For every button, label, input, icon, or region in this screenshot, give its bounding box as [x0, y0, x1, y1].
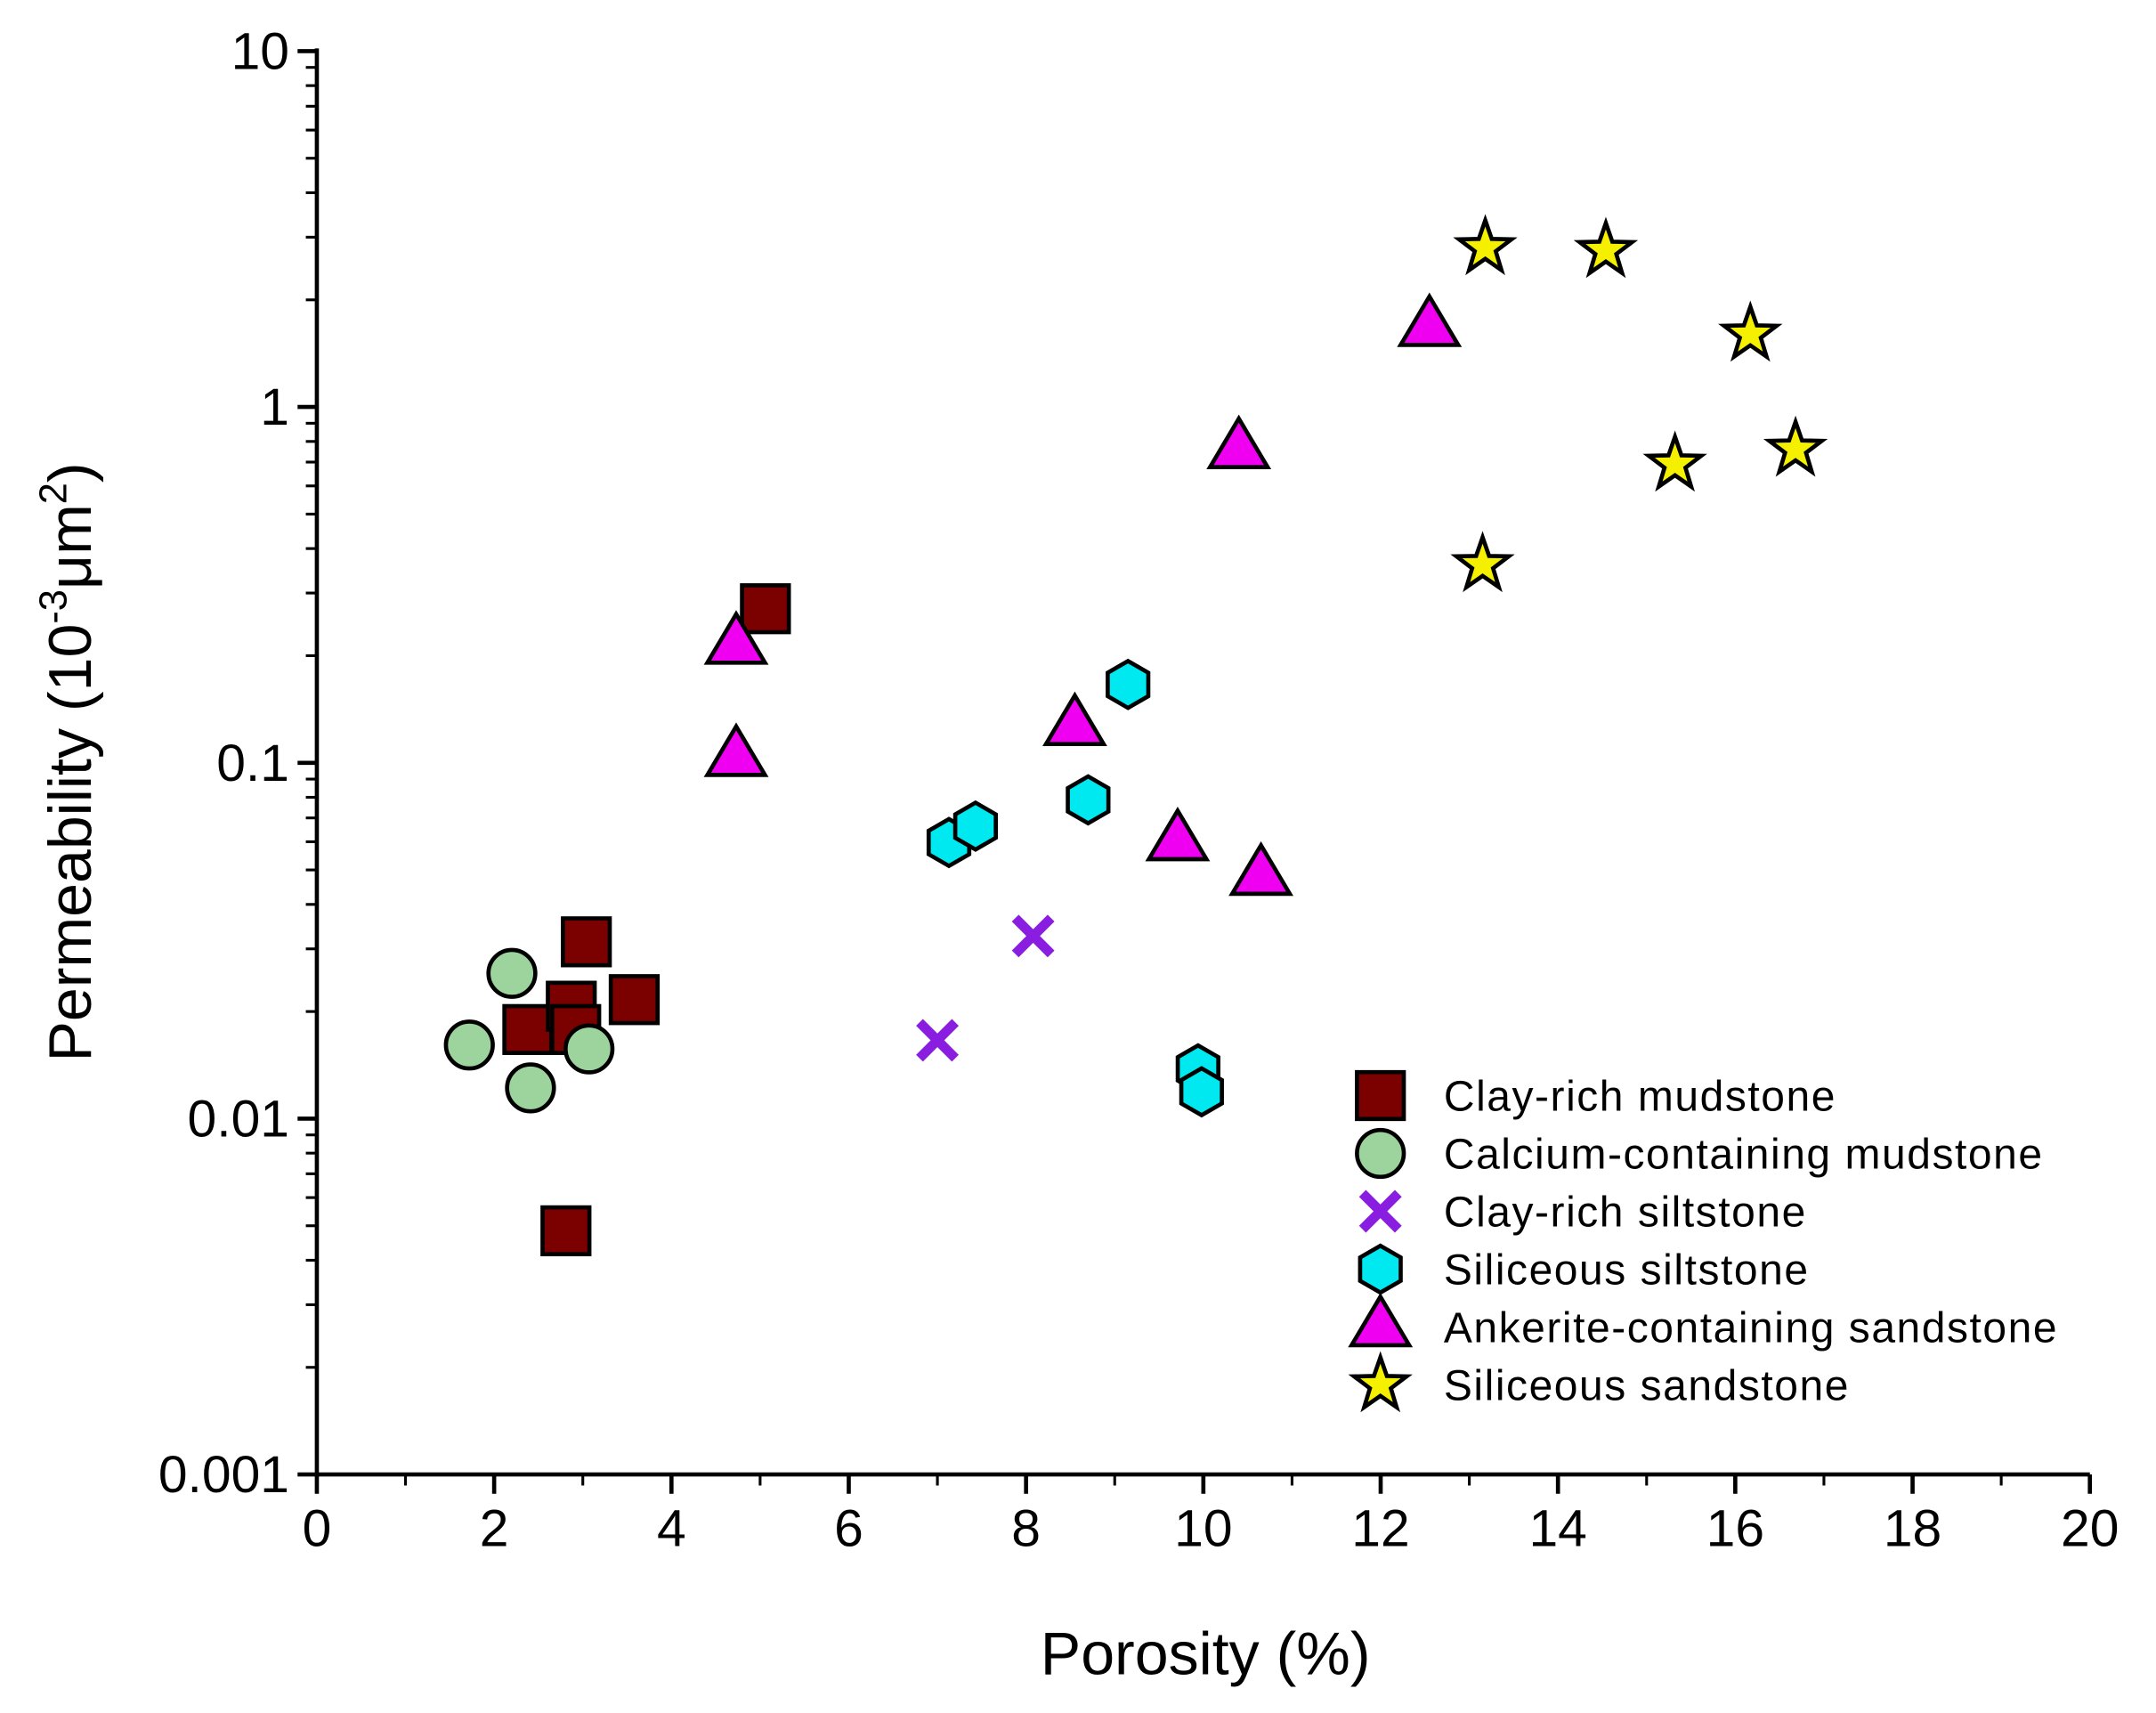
data-point-ankerite-containing-sandstone [1206, 414, 1272, 470]
y-tick-label: 0.01 [188, 1091, 289, 1149]
data-point-ankerite-containing-sandstone [1228, 840, 1293, 897]
series-ankerite-containing-sandstone [703, 292, 1463, 897]
data-point-siliceous-siltstone [1179, 1066, 1224, 1118]
data-point-siliceous-sandstone [1453, 214, 1518, 276]
data-point-siliceous-siltstone [952, 800, 998, 852]
legend-label-calcium-containing-mudstone: Calcium-containing mudstone [1444, 1132, 2044, 1179]
x-tick-label: 14 [1528, 1500, 1586, 1558]
y-tick-label: 0.1 [216, 735, 289, 792]
legend-label-siliceous-siltstone: Siliceous siltstone [1444, 1247, 1810, 1295]
x-tick-label: 4 [657, 1500, 686, 1558]
legend-marker-clay-rich-siltstone [1358, 1189, 1402, 1233]
data-point-ankerite-containing-sandstone [1042, 691, 1107, 747]
series-calcium-containing-mudstone [443, 947, 615, 1114]
legend-marker-calcium-containing-mudstone [1355, 1127, 1406, 1180]
x-tick-label: 20 [2061, 1500, 2119, 1558]
data-point-siliceous-sandstone [1450, 531, 1515, 593]
data-point-clay-rich-mudstone [561, 916, 612, 968]
x-tick-label: 0 [303, 1500, 332, 1558]
data-point-siliceous-sandstone [1642, 430, 1707, 492]
data-point-clay-rich-mudstone [540, 1205, 592, 1257]
data-point-clay-rich-siltstone [1011, 914, 1055, 958]
data-point-calcium-containing-mudstone [486, 947, 538, 999]
data-point-calcium-containing-mudstone [505, 1062, 556, 1114]
x-tick-label: 12 [1351, 1500, 1409, 1558]
x-stroke [1011, 914, 1055, 958]
data-point-clay-rich-siltstone [916, 1019, 960, 1062]
data-point-siliceous-sandstone [1763, 415, 1828, 477]
x-stroke [1358, 1189, 1402, 1233]
legend-marker-ankerite-containing-sandstone [1348, 1292, 1414, 1348]
x-stroke [916, 1019, 960, 1062]
data-point-siliceous-siltstone [1106, 658, 1151, 710]
series-clay-rich-mudstone [502, 583, 791, 1257]
y-tick-label: 1 [260, 378, 289, 436]
ticks: 0 2 4 6 8 10 12 14 16 18 20 0.001 0.01 0.1 1 10 [158, 23, 2120, 1558]
series-siliceous-siltstone [926, 658, 1224, 1118]
x-tick-label: 8 [1011, 1500, 1041, 1558]
data-point-clay-rich-mudstone [502, 1003, 554, 1055]
y-tick-label: 0.001 [158, 1446, 289, 1504]
legend-label-clay-rich-mudstone: Clay-rich mudstone [1444, 1074, 1836, 1121]
data-point-ankerite-containing-sandstone [703, 610, 769, 665]
data-point-clay-rich-mudstone [608, 974, 661, 1026]
x-axis-label: Porosity (%) [1041, 1620, 1371, 1688]
axes [314, 48, 2090, 1477]
x-tick-label: 16 [1706, 1500, 1764, 1558]
data-point-calcium-containing-mudstone [563, 1023, 615, 1075]
data-point-ankerite-containing-sandstone [703, 722, 769, 777]
legend-label-siliceous-sandstone: Siliceous sandstone [1444, 1363, 1850, 1410]
y-axis-label: Permeability (10-3μm2) [32, 462, 104, 1061]
x-tick-label: 6 [834, 1500, 863, 1558]
legend-marker-siliceous-sandstone [1348, 1351, 1413, 1413]
data-point-calcium-containing-mudstone [443, 1019, 495, 1071]
y-tick-label: 10 [231, 23, 289, 81]
data-point-siliceous-sandstone [1573, 216, 1639, 279]
x-tick-label: 18 [1884, 1500, 1941, 1558]
data-point-ankerite-containing-sandstone [1145, 806, 1211, 862]
data-point-siliceous-siltstone [1066, 774, 1111, 826]
legend-marker-siliceous-siltstone [1358, 1243, 1403, 1295]
legend-marker-clay-rich-mudstone [1355, 1069, 1406, 1122]
series-siliceous-sandstone [1450, 214, 1828, 593]
data-point-clay-rich-mudstone [740, 583, 791, 635]
legend-label-clay-rich-siltstone: Clay-rich siltstone [1444, 1189, 1807, 1237]
legend-label-ankerite-containing-sandstone: Ankerite-containing sandstone [1444, 1305, 2058, 1352]
legend: Clay-rich mudstone Calcium-containing mud… [1348, 1069, 2058, 1413]
x-tick-label: 2 [480, 1500, 509, 1558]
data-point-siliceous-sandstone [1718, 300, 1783, 362]
series-clay-rich-siltstone [916, 914, 1055, 1062]
data-points [443, 214, 1828, 1257]
x-tick-label: 10 [1174, 1500, 1232, 1558]
data-point-ankerite-containing-sandstone [1397, 292, 1463, 347]
